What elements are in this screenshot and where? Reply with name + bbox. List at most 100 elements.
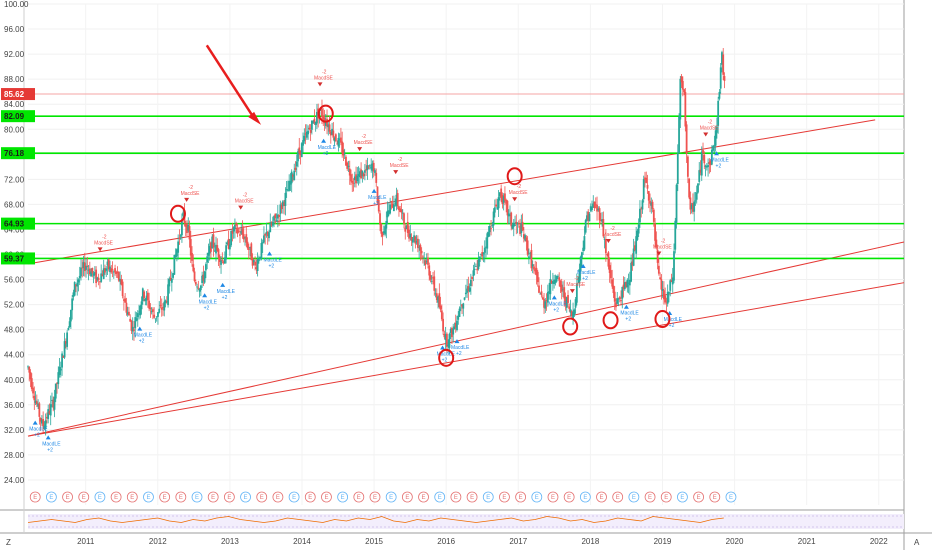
corner-controls[interactable]: Z A [6, 538, 920, 547]
candle-body [549, 278, 552, 295]
candle-body [34, 400, 37, 404]
candle-body [439, 305, 442, 310]
candle-body [300, 143, 303, 158]
candle-body [442, 318, 445, 332]
auto-scale-icon[interactable]: A [914, 538, 920, 547]
sell-arrow-icon [605, 238, 611, 243]
buy-arrow-icon [623, 304, 629, 309]
candle-body [244, 237, 246, 239]
candle-body [642, 179, 645, 200]
candle-body [632, 248, 635, 266]
candle-body [352, 182, 355, 184]
candle-body [143, 291, 145, 299]
candle-body [215, 244, 217, 254]
candle-body [693, 201, 696, 212]
candle-body [254, 261, 257, 266]
candle-body [586, 215, 588, 221]
event-marker-label: E [664, 495, 668, 501]
candle-body [589, 206, 592, 211]
candle-body [432, 277, 434, 279]
candle-body [71, 298, 74, 311]
candle-body [564, 296, 567, 306]
candle-body [671, 277, 674, 285]
time-axis[interactable]: 2011 2012 2013 2014 2015 2016 2017 2018 2019 2020… [77, 537, 888, 546]
candles [27, 48, 726, 436]
candle-body [602, 219, 605, 237]
candle-body [578, 269, 581, 284]
candle-body [285, 189, 288, 191]
candle-body [101, 274, 104, 277]
candle-body [626, 279, 629, 288]
candle-body [688, 178, 691, 198]
candle-body [539, 293, 542, 295]
candle-body [206, 256, 209, 263]
candle-body [122, 299, 125, 301]
x-tick-label: 2019 [654, 537, 672, 546]
signal-count: +2 [442, 357, 448, 363]
event-marker-label: E [632, 495, 636, 501]
candle-body [340, 137, 342, 143]
candle-body [287, 190, 289, 192]
candle-body [678, 116, 680, 153]
y-tick-label: 84.00 [4, 100, 25, 109]
candle-body [603, 239, 606, 240]
candle-body [472, 270, 475, 276]
candle-body [683, 89, 685, 93]
candle-body [93, 272, 96, 275]
candle-body [457, 315, 460, 320]
candle-body [58, 366, 61, 375]
candle-body [565, 297, 568, 308]
buy-arrow-icon [267, 251, 273, 256]
candle-body [27, 366, 29, 368]
candle-body [203, 271, 206, 283]
candle-body [515, 221, 518, 225]
candle-body [630, 262, 633, 282]
candle-body [476, 268, 479, 271]
candle-body [289, 180, 292, 185]
candle-body [574, 299, 577, 308]
candle-body [365, 169, 368, 171]
candle-body [125, 302, 128, 313]
event-marker-label: E [567, 495, 571, 501]
candle-body [159, 305, 162, 307]
candle-body [292, 174, 294, 177]
signal-label: MacdSE [181, 191, 201, 197]
candle-body [558, 277, 561, 281]
candle-body [257, 259, 260, 262]
candle-body [399, 208, 402, 212]
candle-body [32, 387, 34, 394]
candle-body [141, 288, 144, 302]
candle-body [202, 274, 205, 281]
candle-body [374, 170, 376, 173]
candle-body [361, 170, 364, 177]
candle-body [464, 292, 467, 295]
candle-body [665, 301, 668, 303]
candle-body [594, 204, 597, 206]
candle-body [235, 223, 238, 226]
candle-body [212, 234, 215, 248]
candle-body [555, 276, 558, 282]
support-badge [1, 252, 35, 265]
signal-count: -2 [574, 276, 579, 282]
x-tick-label: 2013 [221, 537, 239, 546]
candle-body [700, 151, 703, 176]
event-marker [515, 491, 527, 503]
price-axis[interactable]: 24.00 28.00 32.00 36.00 40.00 44.00 48.00 52.00… [1, 0, 35, 485]
zoom-icon[interactable]: Z [6, 538, 11, 547]
event-marker [337, 491, 349, 503]
candle-body [298, 147, 301, 154]
candle-body [622, 284, 625, 290]
candle-body [511, 224, 514, 229]
candle-body [331, 128, 333, 135]
candle-body [29, 371, 32, 380]
candle-body [454, 322, 457, 328]
candle-body [39, 417, 42, 422]
candle-body [516, 223, 519, 225]
candle-body [172, 273, 174, 278]
candle-body [385, 220, 388, 229]
candle-body [519, 225, 521, 234]
candle-body [467, 286, 470, 291]
event-marker [240, 491, 251, 503]
